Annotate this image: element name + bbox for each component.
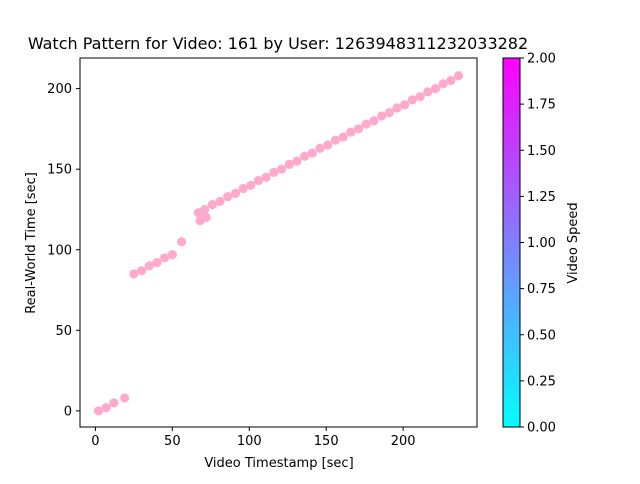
data-point: [307, 148, 317, 158]
data-point: [152, 258, 162, 268]
x-axis-label: Video Timestamp [sec]: [204, 456, 353, 471]
data-point: [323, 140, 333, 150]
data-point: [253, 175, 264, 186]
data-point: [230, 188, 241, 198]
data-point: [129, 269, 139, 279]
data-point: [167, 249, 177, 260]
data-point: [261, 172, 271, 182]
y-tick-label: 200: [47, 82, 72, 97]
data-point: [276, 164, 287, 174]
data-point: [384, 108, 394, 118]
y-tick-label: 150: [47, 163, 72, 178]
data-point: [315, 143, 325, 153]
colorbar-gradient: [502, 57, 521, 428]
y-axis-label: Real-World Time [sec]: [24, 172, 39, 314]
data-point: [361, 119, 371, 129]
colorbar-tick-label: 0.50: [527, 328, 556, 343]
data-point: [392, 103, 402, 113]
data-point: [446, 75, 456, 86]
data-point: [93, 406, 104, 416]
data-point: [430, 84, 441, 94]
plot-area: 0 50 100 150 200 0 50 100 150 200: [47, 57, 478, 449]
y-tick-label: 50: [55, 324, 72, 339]
data-point: [120, 393, 130, 403]
data-point: [346, 127, 356, 137]
colorbar-label: Video Speed: [566, 202, 581, 283]
data-point: [223, 191, 233, 202]
data-point: [415, 92, 425, 102]
data-point: [269, 167, 279, 178]
data-point: [400, 100, 410, 110]
data-point: [109, 398, 119, 408]
colorbar: 0.00 0.25 0.50 0.75 1.00 1.25 1.50 1.75 2.00: [502, 52, 556, 436]
data-point: [101, 403, 111, 413]
data-point: [376, 111, 387, 121]
data-point: [136, 266, 147, 276]
colorbar-tick-label: 1.75: [527, 98, 556, 113]
x-tick-label: 100: [237, 434, 262, 449]
data-point: [200, 204, 210, 215]
x-tick-label: 200: [391, 434, 416, 449]
x-tick-label: 50: [164, 434, 181, 449]
data-point: [292, 156, 302, 166]
y-tick-label: 0: [64, 404, 72, 419]
chart-title: Watch Pattern for Video: 161 by User: 12…: [28, 34, 528, 53]
data-point: [438, 79, 448, 89]
data-point: [284, 159, 294, 169]
data-point: [369, 116, 379, 126]
data-point: [423, 87, 433, 97]
x-tick-label: 150: [314, 434, 339, 449]
data-point: [144, 261, 154, 271]
colorbar-tick-label: 0.00: [527, 421, 556, 436]
data-point: [215, 196, 225, 207]
x-tick-label: 0: [91, 434, 99, 449]
data-point: [338, 132, 348, 142]
data-point: [238, 183, 248, 194]
data-point: [300, 151, 310, 161]
data-point: [207, 200, 217, 210]
data-point: [201, 212, 211, 223]
y-tick-label: 100: [47, 243, 72, 258]
colorbar-tick-label: 0.75: [527, 282, 556, 297]
data-point: [453, 71, 464, 81]
data-point: [246, 180, 256, 190]
colorbar-tick-label: 2.00: [527, 52, 556, 67]
colorbar-tick-label: 1.50: [527, 144, 556, 159]
colorbar-tick-label: 1.25: [527, 190, 556, 205]
data-point: [160, 253, 170, 263]
data-point: [176, 237, 187, 247]
plot-frame: [79, 57, 478, 428]
colorbar-tick-label: 1.00: [527, 236, 556, 251]
data-point: [407, 95, 417, 105]
data-point: [353, 124, 364, 134]
data-point: [330, 135, 341, 145]
colorbar-tick-label: 0.25: [527, 374, 556, 389]
